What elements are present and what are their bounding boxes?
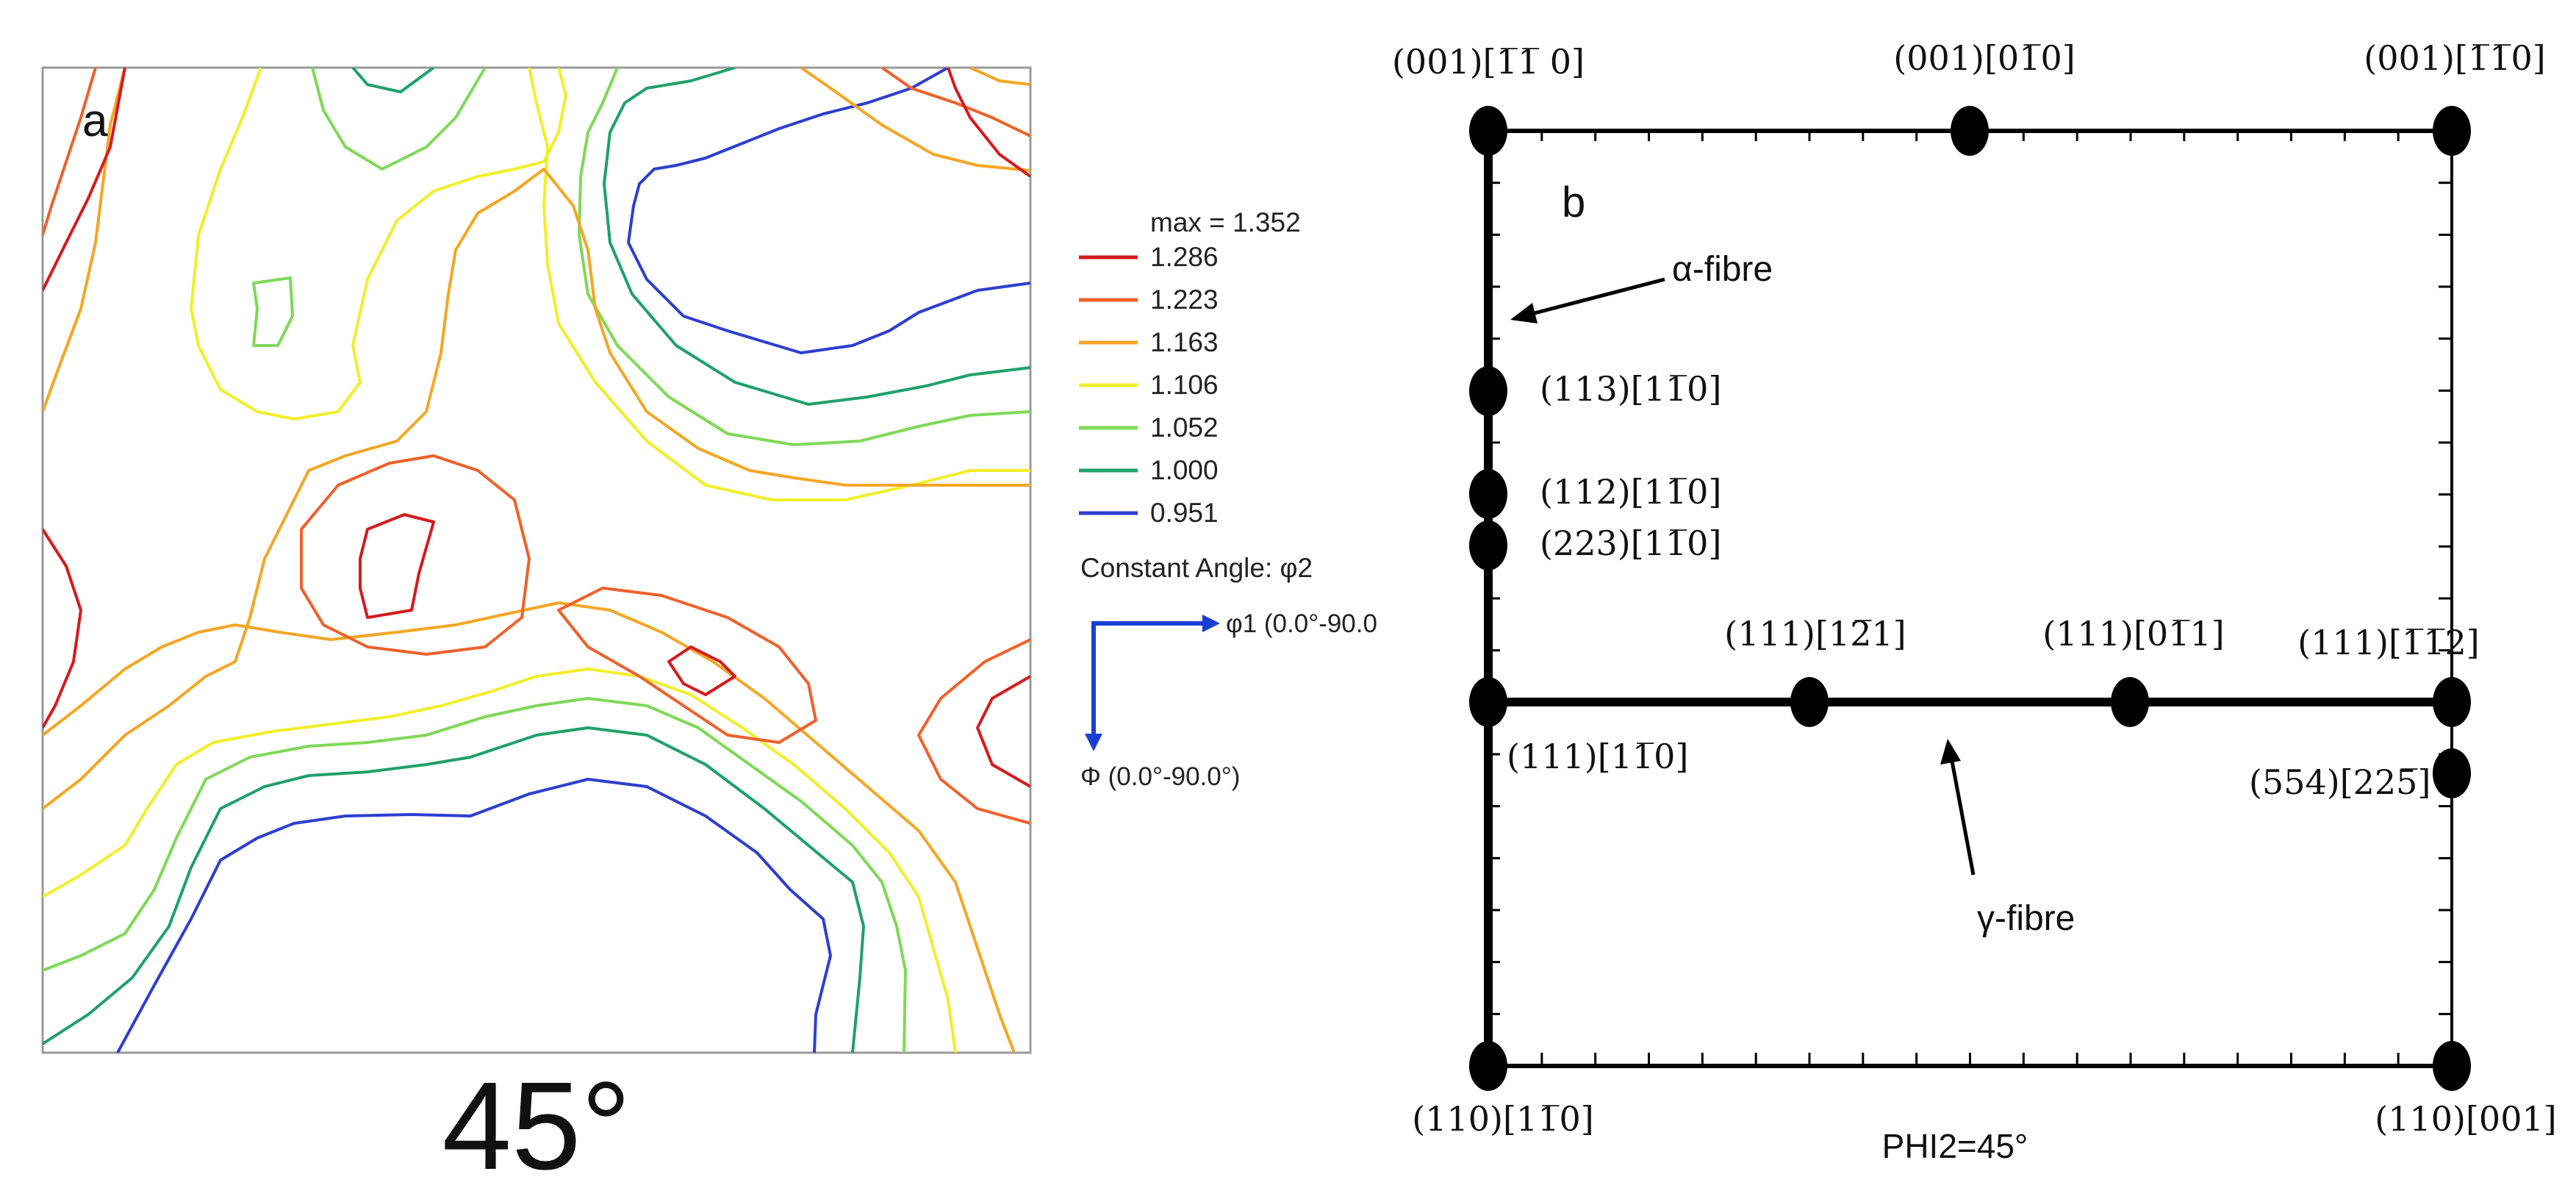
panel-a-label: a <box>82 96 108 146</box>
point-001-110-right <box>2433 106 2471 156</box>
contour-lines <box>43 68 1030 1053</box>
contour-legend: max = 1.352 1.286 1.223 1.163 1.106 1.052 1.0… <box>1079 207 1313 583</box>
contour-1286-rightlow <box>976 675 1030 788</box>
point-111-011 <box>2111 677 2149 727</box>
contour-1052-bottom <box>43 697 907 1053</box>
phi1-axis-label: φ1 (0.0°-90.0 <box>1226 609 1377 638</box>
alpha-fibre-arrow <box>1528 277 1665 317</box>
contour-1052-top <box>311 68 487 171</box>
point-001-010 <box>1951 106 1989 156</box>
label-top-right: (001)[1̅1̅0] <box>2364 38 2545 78</box>
point-554 <box>2433 748 2471 798</box>
contour-1106-top <box>190 68 567 420</box>
contour-1286-right <box>947 68 1030 178</box>
contour-1286-island1 <box>359 513 435 619</box>
contour-1106-right <box>528 68 1030 501</box>
contour-1163-left <box>43 68 126 412</box>
panel-a: a 45° max = 1.352 1.286 1.223 1.163 1.106 1.… <box>41 66 1377 1196</box>
label-112: (112)[11̅0] <box>1540 472 1721 512</box>
phi2-label: PHI2=45° <box>1882 1127 2028 1165</box>
contour-1163-right2 <box>800 68 1030 172</box>
legend-max-label: max = 1.352 <box>1150 207 1301 237</box>
legend-value: 0.951 <box>1150 498 1219 528</box>
point-111-121 <box>1790 677 1829 727</box>
point-223 <box>1469 520 1507 570</box>
point-111-110 <box>1469 677 1507 727</box>
label-223: (223)[11̅0] <box>1540 523 1721 563</box>
point-112 <box>1469 469 1507 519</box>
contour-1223-ring1 <box>300 454 531 656</box>
legend-value: 1.163 <box>1150 327 1219 357</box>
alpha-fibre-label: α-fibre <box>1672 250 1773 289</box>
contour-1223-ring2 <box>557 587 817 744</box>
constant-angle-label: Constant Angle: φ2 <box>1080 553 1313 583</box>
label-111-121: (111)[12̅1] <box>1724 614 1906 654</box>
contour-1052-island <box>252 276 294 347</box>
Phi-arrowhead-icon <box>1085 734 1102 751</box>
contour-1286-island2 <box>667 645 736 696</box>
legend-value: 1.052 <box>1150 412 1219 443</box>
point-110-110 <box>1469 1041 1507 1091</box>
odf-plot-frame <box>41 66 1032 1054</box>
panel-b: (001)[1̅1̅ 0] (001)[01̅0] (001)[1̅1̅0] (… <box>1392 38 2557 1165</box>
orientation-labels: (001)[1̅1̅ 0] (001)[01̅0] (001)[1̅1̅0] (… <box>1392 38 2557 1139</box>
label-top-left: (001)[1̅1̅ 0] <box>1392 42 1585 82</box>
contour-1286-left <box>43 68 126 291</box>
label-554: (554)[225̅] <box>2249 762 2430 802</box>
phi1-arrowhead-icon <box>1202 615 1220 632</box>
contour-1106-bottom <box>43 667 957 1053</box>
label-111-112: (111)[1̅1̅2] <box>2297 623 2479 662</box>
label-111-110: (111)[11̅0] <box>1507 737 1688 776</box>
contour-1163-mid <box>43 168 1030 810</box>
point-111-112 <box>2433 677 2471 727</box>
contour-1000-right <box>603 68 1030 406</box>
contour-1000-top <box>351 68 435 93</box>
gamma-fibre-arrow <box>1949 756 1976 876</box>
label-top-mid: (001)[01̅0] <box>1893 38 2075 78</box>
frame-ticks <box>1488 131 2452 1066</box>
alpha-arrowhead-icon <box>1510 303 1538 323</box>
orientation-points <box>1469 106 2471 1091</box>
legend-value: 1.223 <box>1150 284 1219 315</box>
label-bottom-right: (110)[001] <box>2375 1099 2556 1139</box>
legend-value: 1.286 <box>1150 242 1219 272</box>
point-113 <box>1469 366 1507 416</box>
panel-a-caption: 45° <box>442 1056 631 1196</box>
contour-1163-right <box>969 68 1030 86</box>
label-113: (113)[11̅0] <box>1540 369 1721 409</box>
contour-1000-bottom <box>43 726 865 1053</box>
contour-1163-lowerA <box>43 601 1016 1053</box>
legend-value: 1.106 <box>1150 370 1219 400</box>
point-110-001 <box>2433 1041 2471 1091</box>
contour-1223-rightlow <box>917 638 1030 825</box>
contour-1223-left <box>43 68 97 236</box>
label-111-011: (111)[01̅1] <box>2042 614 2224 654</box>
gamma-fibre-label: γ-fibre <box>1977 899 2075 938</box>
Phi-axis-label: Φ (0.0°-90.0°) <box>1080 762 1240 791</box>
axis-indicator: φ1 (0.0°-90.0 Φ (0.0°-90.0°) <box>1080 609 1377 791</box>
contour-1223-right <box>880 68 1030 137</box>
contour-0951-right <box>627 68 1030 354</box>
contour-0951-bottom <box>116 778 832 1053</box>
contour-1286-leftmid <box>43 528 82 729</box>
gamma-arrowhead-icon <box>1940 739 1961 765</box>
label-bottom-left: (110)[11̅0] <box>1412 1099 1593 1139</box>
contour-1052-right <box>578 68 1030 446</box>
point-001-110 <box>1469 106 1507 156</box>
panel-b-label: b <box>1562 179 1585 226</box>
legend-value: 1.000 <box>1150 455 1219 485</box>
